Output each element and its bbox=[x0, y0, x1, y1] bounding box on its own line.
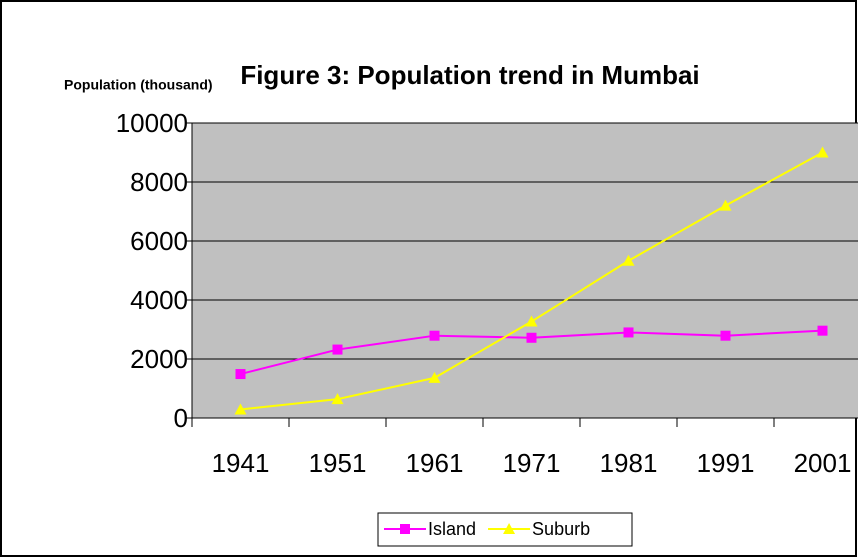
marker bbox=[526, 332, 537, 343]
y-tick-label: 2000 bbox=[130, 344, 188, 374]
marker bbox=[525, 315, 538, 327]
y-tick-label: 10000 bbox=[116, 108, 188, 138]
marker bbox=[429, 330, 440, 341]
y-axis-label: Population (thousand) bbox=[64, 77, 213, 93]
x-tick-label: 1961 bbox=[406, 448, 464, 478]
x-tick-label: 1981 bbox=[600, 448, 658, 478]
marker bbox=[235, 369, 246, 380]
marker bbox=[719, 199, 732, 211]
x-tick-label: 2001 bbox=[794, 448, 852, 478]
legend-label: Island bbox=[428, 519, 476, 539]
marker bbox=[234, 403, 247, 415]
marker bbox=[816, 146, 829, 158]
marker bbox=[400, 524, 410, 534]
marker bbox=[622, 254, 635, 266]
x-tick-label: 1951 bbox=[309, 448, 367, 478]
marker bbox=[332, 344, 343, 355]
marker bbox=[331, 393, 344, 405]
legend-label: Suburb bbox=[532, 519, 590, 539]
marker bbox=[428, 371, 441, 383]
y-tick-label: 0 bbox=[174, 403, 188, 433]
marker bbox=[720, 330, 731, 341]
x-tick-label: 1971 bbox=[503, 448, 561, 478]
x-tick-label: 1941 bbox=[212, 448, 270, 478]
y-tick-label: 8000 bbox=[130, 167, 188, 197]
marker bbox=[503, 523, 516, 534]
y-tick-label: 6000 bbox=[130, 226, 188, 256]
y-tick-label: 4000 bbox=[130, 285, 188, 315]
marker bbox=[817, 325, 828, 336]
marker bbox=[623, 327, 634, 338]
plot-background bbox=[192, 123, 858, 418]
chart-title: Figure 3: Population trend in Mumbai bbox=[240, 60, 699, 90]
x-tick-label: 1991 bbox=[697, 448, 755, 478]
